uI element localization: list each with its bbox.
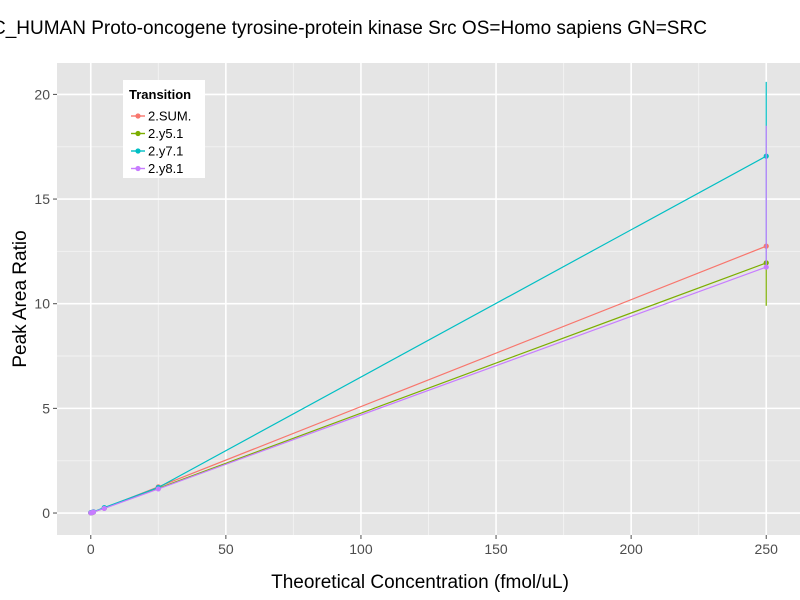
y-tick-label: 0 — [42, 505, 50, 521]
x-tick-label: 50 — [218, 541, 234, 557]
x-tick-label: 100 — [349, 541, 373, 557]
legend-key-point — [135, 165, 141, 172]
legend-key-point — [135, 148, 141, 154]
x-tick-label: 150 — [484, 541, 508, 557]
legend-title: Transition — [129, 87, 191, 102]
legend-label: 2.y5.1 — [148, 126, 183, 141]
legend-item: 2.SUM. — [131, 109, 191, 124]
data-point — [101, 505, 107, 512]
y-axis-title: Peak Area Ratio — [10, 230, 31, 367]
y-tick-label: 15 — [34, 191, 50, 207]
data-point — [155, 486, 161, 492]
legend-key-point — [135, 113, 141, 119]
legend: Transition 2.SUM. 2.y5.1 2.y7.1 2.y8.1 — [123, 80, 205, 178]
legend-item: 2.y8.1 — [131, 161, 183, 176]
x-tick-label: 0 — [87, 541, 95, 557]
legend-item: 2.y7.1 — [131, 144, 183, 159]
y-tick-label: 20 — [34, 86, 50, 102]
legend-label: 2.y8.1 — [148, 161, 183, 176]
legend-label: 2.SUM. — [148, 109, 191, 124]
axis-ticks: 0 50 100 150 200 250 0 5 10 15 20 — [34, 86, 778, 557]
data-point — [763, 264, 769, 270]
x-tick-label: 250 — [755, 541, 779, 557]
data-point — [90, 509, 97, 515]
x-tick-label: 200 — [619, 541, 643, 557]
series-layer — [88, 81, 769, 516]
x-axis-title: Theoretical Concentration (fmol/uL) — [271, 572, 569, 593]
chart-title: C_HUMAN Proto-oncogene tyrosine-protein … — [0, 18, 707, 39]
legend-item: 2.y5.1 — [131, 126, 183, 141]
legend-items: 2.SUM. 2.y5.1 2.y7.1 2.y8.1 — [131, 109, 191, 176]
y-tick-label: 10 — [34, 296, 50, 312]
series-2.y8.1 — [88, 125, 769, 516]
y-tick-label: 5 — [42, 400, 50, 416]
legend-key-point — [135, 130, 141, 137]
legend-background — [123, 80, 205, 178]
legend-label: 2.y7.1 — [148, 144, 183, 159]
